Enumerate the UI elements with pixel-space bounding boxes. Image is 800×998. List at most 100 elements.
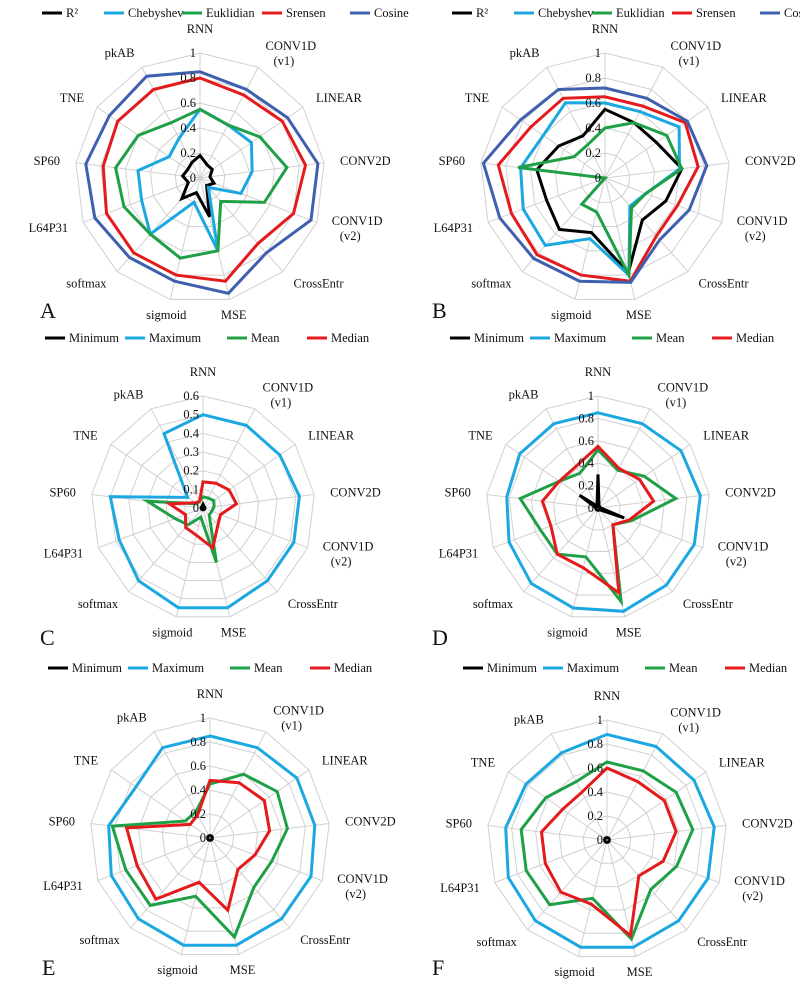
axis-label: TNE <box>468 428 493 442</box>
radar-chart-f: 0 0.2 0.4 0.6 0.8 1 RNN CONV1D (v1) LINEAR CONV2D C… <box>432 661 793 980</box>
tick-label: 0.6 <box>578 434 594 448</box>
grid-spoke <box>169 177 201 300</box>
tick-label: 0.2 <box>587 809 603 823</box>
axis-label: LINEAR <box>719 756 765 770</box>
legend-label: Median <box>736 331 775 345</box>
tick-label: 0.8 <box>585 71 601 85</box>
axis-label: CONV2D <box>745 154 796 168</box>
axis-label: CONV2D <box>345 815 396 829</box>
grid-spoke <box>209 731 267 839</box>
grid-ring <box>575 485 621 531</box>
grid-ring <box>534 767 680 911</box>
tick-label: 0 <box>200 831 206 845</box>
axis-label: LINEAR <box>703 428 749 442</box>
tick-label: 0.4 <box>585 121 601 135</box>
grid-ring <box>582 815 632 864</box>
axis-label: TNE <box>471 756 496 770</box>
legend-label: Srensen <box>286 6 326 20</box>
panel-letter: B <box>432 298 447 323</box>
axis-label: L64P31 <box>434 221 474 235</box>
radar-chart-b: 0 0.2 0.4 0.6 0.8 1 RNN CONV1D (v1) LINEAR CONV2D C… <box>432 6 800 323</box>
grid-spoke <box>604 162 730 179</box>
grid-spoke <box>597 408 651 509</box>
series-line-2 <box>110 772 289 940</box>
legend-label: Median <box>334 661 373 675</box>
legend-label: Cosine <box>784 6 800 20</box>
legend: Minimum Maximum Mean Median <box>45 331 370 345</box>
tick-label: 0.2 <box>585 146 601 160</box>
panel-letter: E <box>42 955 55 980</box>
grid-spoke <box>209 769 310 839</box>
axis-label: pkAB <box>114 388 144 402</box>
series-line-0 <box>206 834 214 842</box>
tick-label: 0 <box>588 501 594 515</box>
axis-label: RNN <box>190 365 216 379</box>
grid-spoke <box>523 507 599 593</box>
axis-label: pkAB <box>510 46 540 60</box>
grid-spoke <box>501 106 606 179</box>
grid-ring <box>114 741 306 932</box>
legend-label: Chebyshev <box>538 6 594 20</box>
radar-chart-d: 0 0.2 0.4 0.6 0.8 1 RNN CONV1D (v1) LINEAR CONV2D C… <box>432 331 776 650</box>
grid-spoke <box>606 733 664 841</box>
panel-letter: F <box>432 955 444 980</box>
series-line-3 <box>165 480 239 551</box>
legend-label: Mean <box>254 661 283 675</box>
panel-letter: A <box>40 298 56 323</box>
axis-label: CONV1D (v1) <box>273 704 324 733</box>
grid-spoke <box>570 507 599 617</box>
series-line-0 <box>199 500 207 512</box>
series-line-3 <box>124 778 272 914</box>
axis-label: softmax <box>477 935 518 949</box>
axis-label: SP60 <box>34 154 60 168</box>
grid-spoke <box>97 837 211 882</box>
axis-label: sigmoid <box>551 308 592 322</box>
series-line-1 <box>504 732 716 949</box>
legend: Minimum Maximum Mean Median <box>450 331 775 345</box>
tick-label: 0 <box>190 171 196 185</box>
legend-label: R² <box>66 6 78 20</box>
axis-label: softmax <box>80 933 121 947</box>
grid-spoke <box>606 825 727 841</box>
legend-label: Minimum <box>69 331 119 345</box>
grid-spoke <box>199 177 318 223</box>
axis-label: MSE <box>221 625 247 639</box>
axis-label: LINEAR <box>316 91 362 105</box>
series-line-1 <box>519 101 682 279</box>
axis-label: CONV2D <box>725 486 776 500</box>
tick-label: 1 <box>588 389 594 403</box>
grid-spoke <box>606 771 707 841</box>
axis-label: L64P31 <box>44 546 84 560</box>
axis-label: pkAB <box>509 388 539 402</box>
axis-label: softmax <box>66 277 107 291</box>
grid-ring <box>508 417 688 596</box>
grid-spoke <box>507 771 608 841</box>
axis-label: MSE <box>627 965 653 979</box>
tick-label: 1 <box>595 46 601 60</box>
legend-label: Minimum <box>474 331 524 345</box>
legend-label: Maximum <box>567 661 619 675</box>
axis-label: CONV1D (v2) <box>718 539 769 568</box>
legend-label: Mean <box>669 661 698 675</box>
tick-label: 0.8 <box>587 737 603 751</box>
grid-ring <box>128 432 278 581</box>
legend-label: Maximum <box>554 331 606 345</box>
grid-spoke <box>96 106 201 179</box>
series-line-2 <box>517 447 679 607</box>
grid-spoke <box>202 408 256 509</box>
axis-label: CrossEntr <box>697 935 748 949</box>
tick-label: 0.4 <box>183 426 199 440</box>
grid-ring <box>579 152 631 203</box>
series-line-3 <box>540 444 656 596</box>
axis-label: CONV2D <box>742 817 793 831</box>
grid-spoke <box>199 177 284 272</box>
legend-label: Median <box>331 331 370 345</box>
legend-label: Median <box>749 661 788 675</box>
grid-spoke <box>199 162 325 179</box>
axis-label: CONV1D (v1) <box>670 706 721 735</box>
tick-label: 0.6 <box>587 761 603 775</box>
series-line-1 <box>108 413 301 610</box>
legend-label: Minimum <box>487 661 537 675</box>
axis-label: softmax <box>78 597 119 611</box>
series-line-0 <box>603 836 611 844</box>
